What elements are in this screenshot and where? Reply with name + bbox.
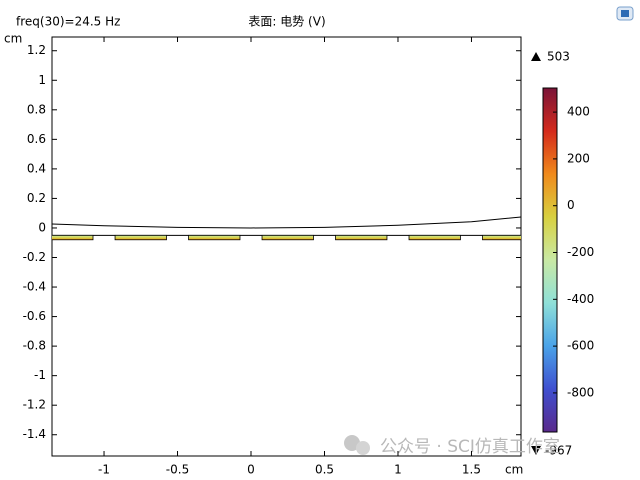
y-unit: cm [4,32,22,46]
min-label: -967 [545,444,572,458]
y-tick-label: -0.2 [23,250,46,264]
colorbar-tick-label: -200 [567,245,594,259]
y-tick-label: -1 [34,368,46,382]
plot-content [52,216,521,241]
y-tick-label: 0.6 [27,132,46,146]
y-tick-label: 0 [38,220,46,234]
y-tick-label: -0.4 [23,280,46,294]
watermark-text: 公众号 · SCI仿真工作室 [380,437,560,457]
y-tick-label: 1.2 [27,43,46,57]
electrode [261,234,314,241]
x-tick-label: 1.5 [462,463,481,477]
min-marker [531,446,541,455]
electrode [114,234,167,241]
electrode [52,234,94,241]
x-tick-label: -1 [98,463,110,477]
y-tick-label: 0.2 [27,191,46,205]
electrode [188,234,241,241]
max-marker [531,52,541,61]
max-label: 503 [547,50,570,64]
electrode [335,234,388,241]
app-icon-inner [621,10,629,17]
colorbar [542,87,558,433]
chart-subtitle: 表面: 电势 (V) [248,15,325,29]
boundary-line [52,216,521,229]
y-tick-label: 0.4 [27,161,46,175]
colorbar-tick-label: 0 [567,198,575,212]
y-tick-label: -1.4 [23,427,46,441]
plot-frame [51,36,522,457]
colorbar-tick-label: -800 [567,385,594,399]
y-tick-label: -0.6 [23,309,46,323]
y-tick-label: 0.8 [27,102,46,116]
electrode [408,234,461,241]
x-tick-label: 0 [247,463,255,477]
y-tick-label: 1 [38,73,46,87]
electrode [482,234,521,241]
x-unit: cm [505,463,523,477]
colorbar-tick-label: 400 [567,105,590,119]
colorbar-tick-label: -400 [567,292,594,306]
chart-title: freq(30)=24.5 Hz [16,15,120,29]
x-tick-label: -0.5 [166,463,189,477]
colorbar-tick-label: -600 [567,339,594,353]
colorbar-tick-label: 200 [567,151,590,165]
x-tick-label: 1 [394,463,402,477]
y-tick-label: -0.8 [23,339,46,353]
x-tick-label: 0.5 [315,463,334,477]
y-tick-label: -1.2 [23,398,46,412]
watermark: 公众号 · SCI仿真工作室 [344,435,560,457]
